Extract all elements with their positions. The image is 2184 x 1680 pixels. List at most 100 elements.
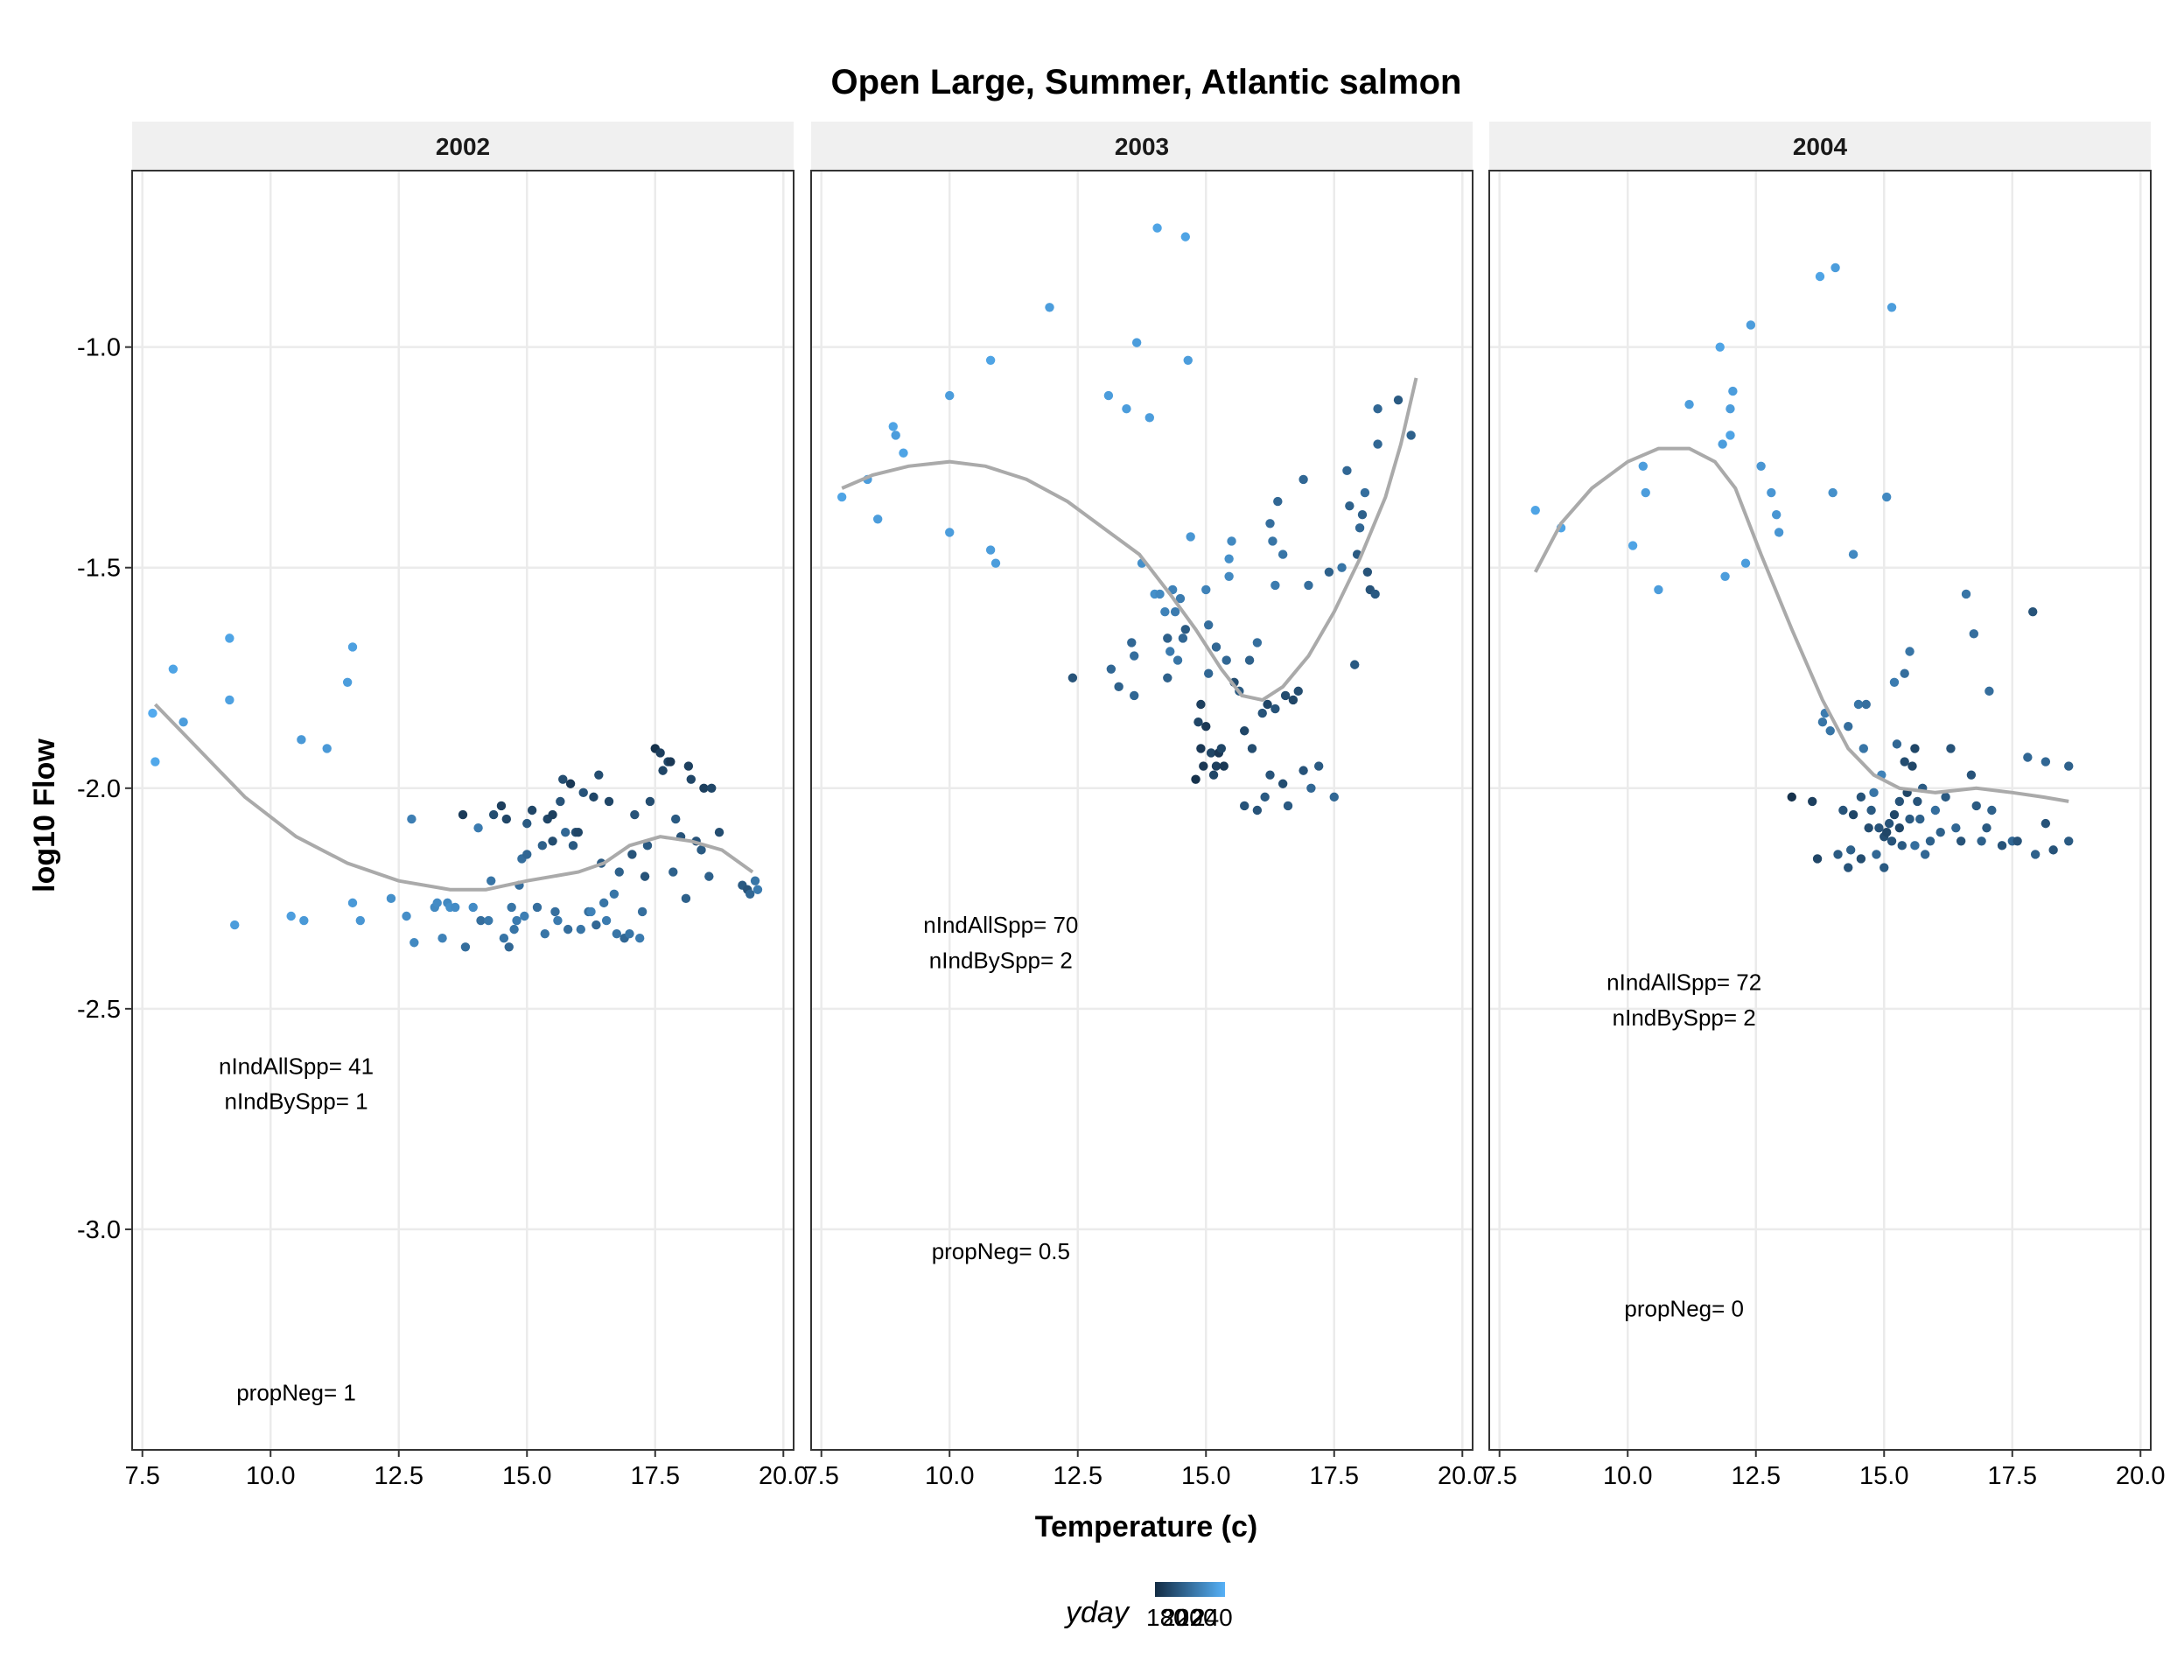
data-point [2023,752,2033,762]
facet-strip-label: 2002 [436,133,490,160]
data-point [1908,761,1917,771]
data-point [1224,571,1234,582]
data-point [1861,699,1871,710]
data-point [532,902,542,913]
data-point [537,841,548,850]
data-point [1833,850,1843,859]
data-point [1715,342,1725,352]
data-point [1787,792,1796,802]
facet-strip [1489,122,2151,171]
data-point [1222,655,1231,665]
x-tick-label: 10.0 [246,1462,295,1490]
data-point [637,906,648,917]
data-point [1930,805,1941,816]
data-point [550,906,560,917]
data-point [1201,722,1211,732]
data-point [1103,390,1114,401]
data-point [438,934,447,943]
data-point [1270,580,1280,591]
data-point [1884,818,1894,829]
data-point [1941,792,1950,802]
x-tick-label: 7.5 [1482,1462,1517,1490]
data-point [985,355,996,365]
data-point [578,788,588,798]
data-point [1166,647,1175,656]
data-point [1881,828,1892,837]
data-point [1641,487,1650,498]
x-tick-label: 7.5 [125,1462,160,1490]
data-point [627,850,637,859]
panel-annotation: nIndBySpp= 2 [929,947,1073,973]
data-point [1206,748,1216,758]
data-point [473,822,483,833]
panel-annotation: propNeg= 0 [1624,1296,1744,1322]
data-point [1905,814,1914,824]
data-point [1844,722,1853,732]
data-point [1987,805,1997,816]
data-point [1127,638,1137,648]
data-point [499,934,509,943]
data-point [1114,682,1124,692]
data-point [1068,673,1078,682]
data-point [168,664,178,674]
data-point [1203,668,1214,678]
data-point [1186,532,1195,542]
data-point [476,915,486,926]
data-point [548,809,557,820]
data-point [1853,699,1864,710]
data-point [1815,271,1825,282]
panel-2003: 2003 nIndAllSpp= 70 nIndBySpp= 2 propNeg= 0… [804,122,1488,1490]
data-point [1925,836,1936,846]
data-point [1298,474,1308,485]
x-tick-label: 15.0 [1181,1462,1230,1490]
data-point [1628,541,1638,550]
data-point [872,514,883,524]
data-point [1718,439,1727,449]
data-point [1889,809,1900,820]
data-point [891,430,900,440]
y-tick-label: -3.0 [77,1216,121,1244]
data-point [286,911,296,921]
smooth-trend-line [1533,446,2069,803]
data-point [1180,232,1191,242]
data-point [458,809,468,820]
data-point [1767,487,1776,498]
data-point [1848,809,1858,820]
data-point [1830,262,1840,273]
x-tick-label: 20.0 [1438,1462,1487,1490]
data-point [1984,686,1994,696]
data-point [468,902,478,913]
data-point [1913,796,1922,807]
x-tick-label: 12.5 [374,1462,424,1490]
data-point [2030,850,2040,859]
data-point [1270,704,1280,714]
legend-label: 240 [1192,1604,1233,1631]
x-tick-label: 15.0 [1859,1462,1908,1490]
data-point [1337,563,1347,572]
data-point [1886,303,1897,312]
data-point [548,836,557,846]
data-point [614,867,624,877]
data-point [1224,554,1234,564]
data-point [2040,818,2051,829]
data-point [1288,695,1298,705]
data-point [512,915,522,926]
data-point [1130,651,1139,661]
data-point [1257,708,1267,718]
chart-title: Open Large, Summer, Atlantic salmon [831,63,1462,102]
facet-panels: 2002 nIndAllSpp= 41 nIndBySpp= 1 propNeg= 1… [77,122,2166,1490]
data-point [451,902,460,913]
legend-label: 220 [1176,1604,1217,1631]
data-point [355,915,365,926]
data-point [704,872,714,881]
data-point [1910,744,1920,753]
data-point [655,748,665,758]
data-point [1915,814,1925,824]
data-point [1969,629,1979,639]
data-point [1530,505,1540,515]
x-axis-title: Temperature (c) [1035,1510,1257,1544]
data-point [1971,801,1981,811]
data-point [501,814,512,824]
data-point [1848,550,1858,559]
data-point [1191,774,1200,784]
